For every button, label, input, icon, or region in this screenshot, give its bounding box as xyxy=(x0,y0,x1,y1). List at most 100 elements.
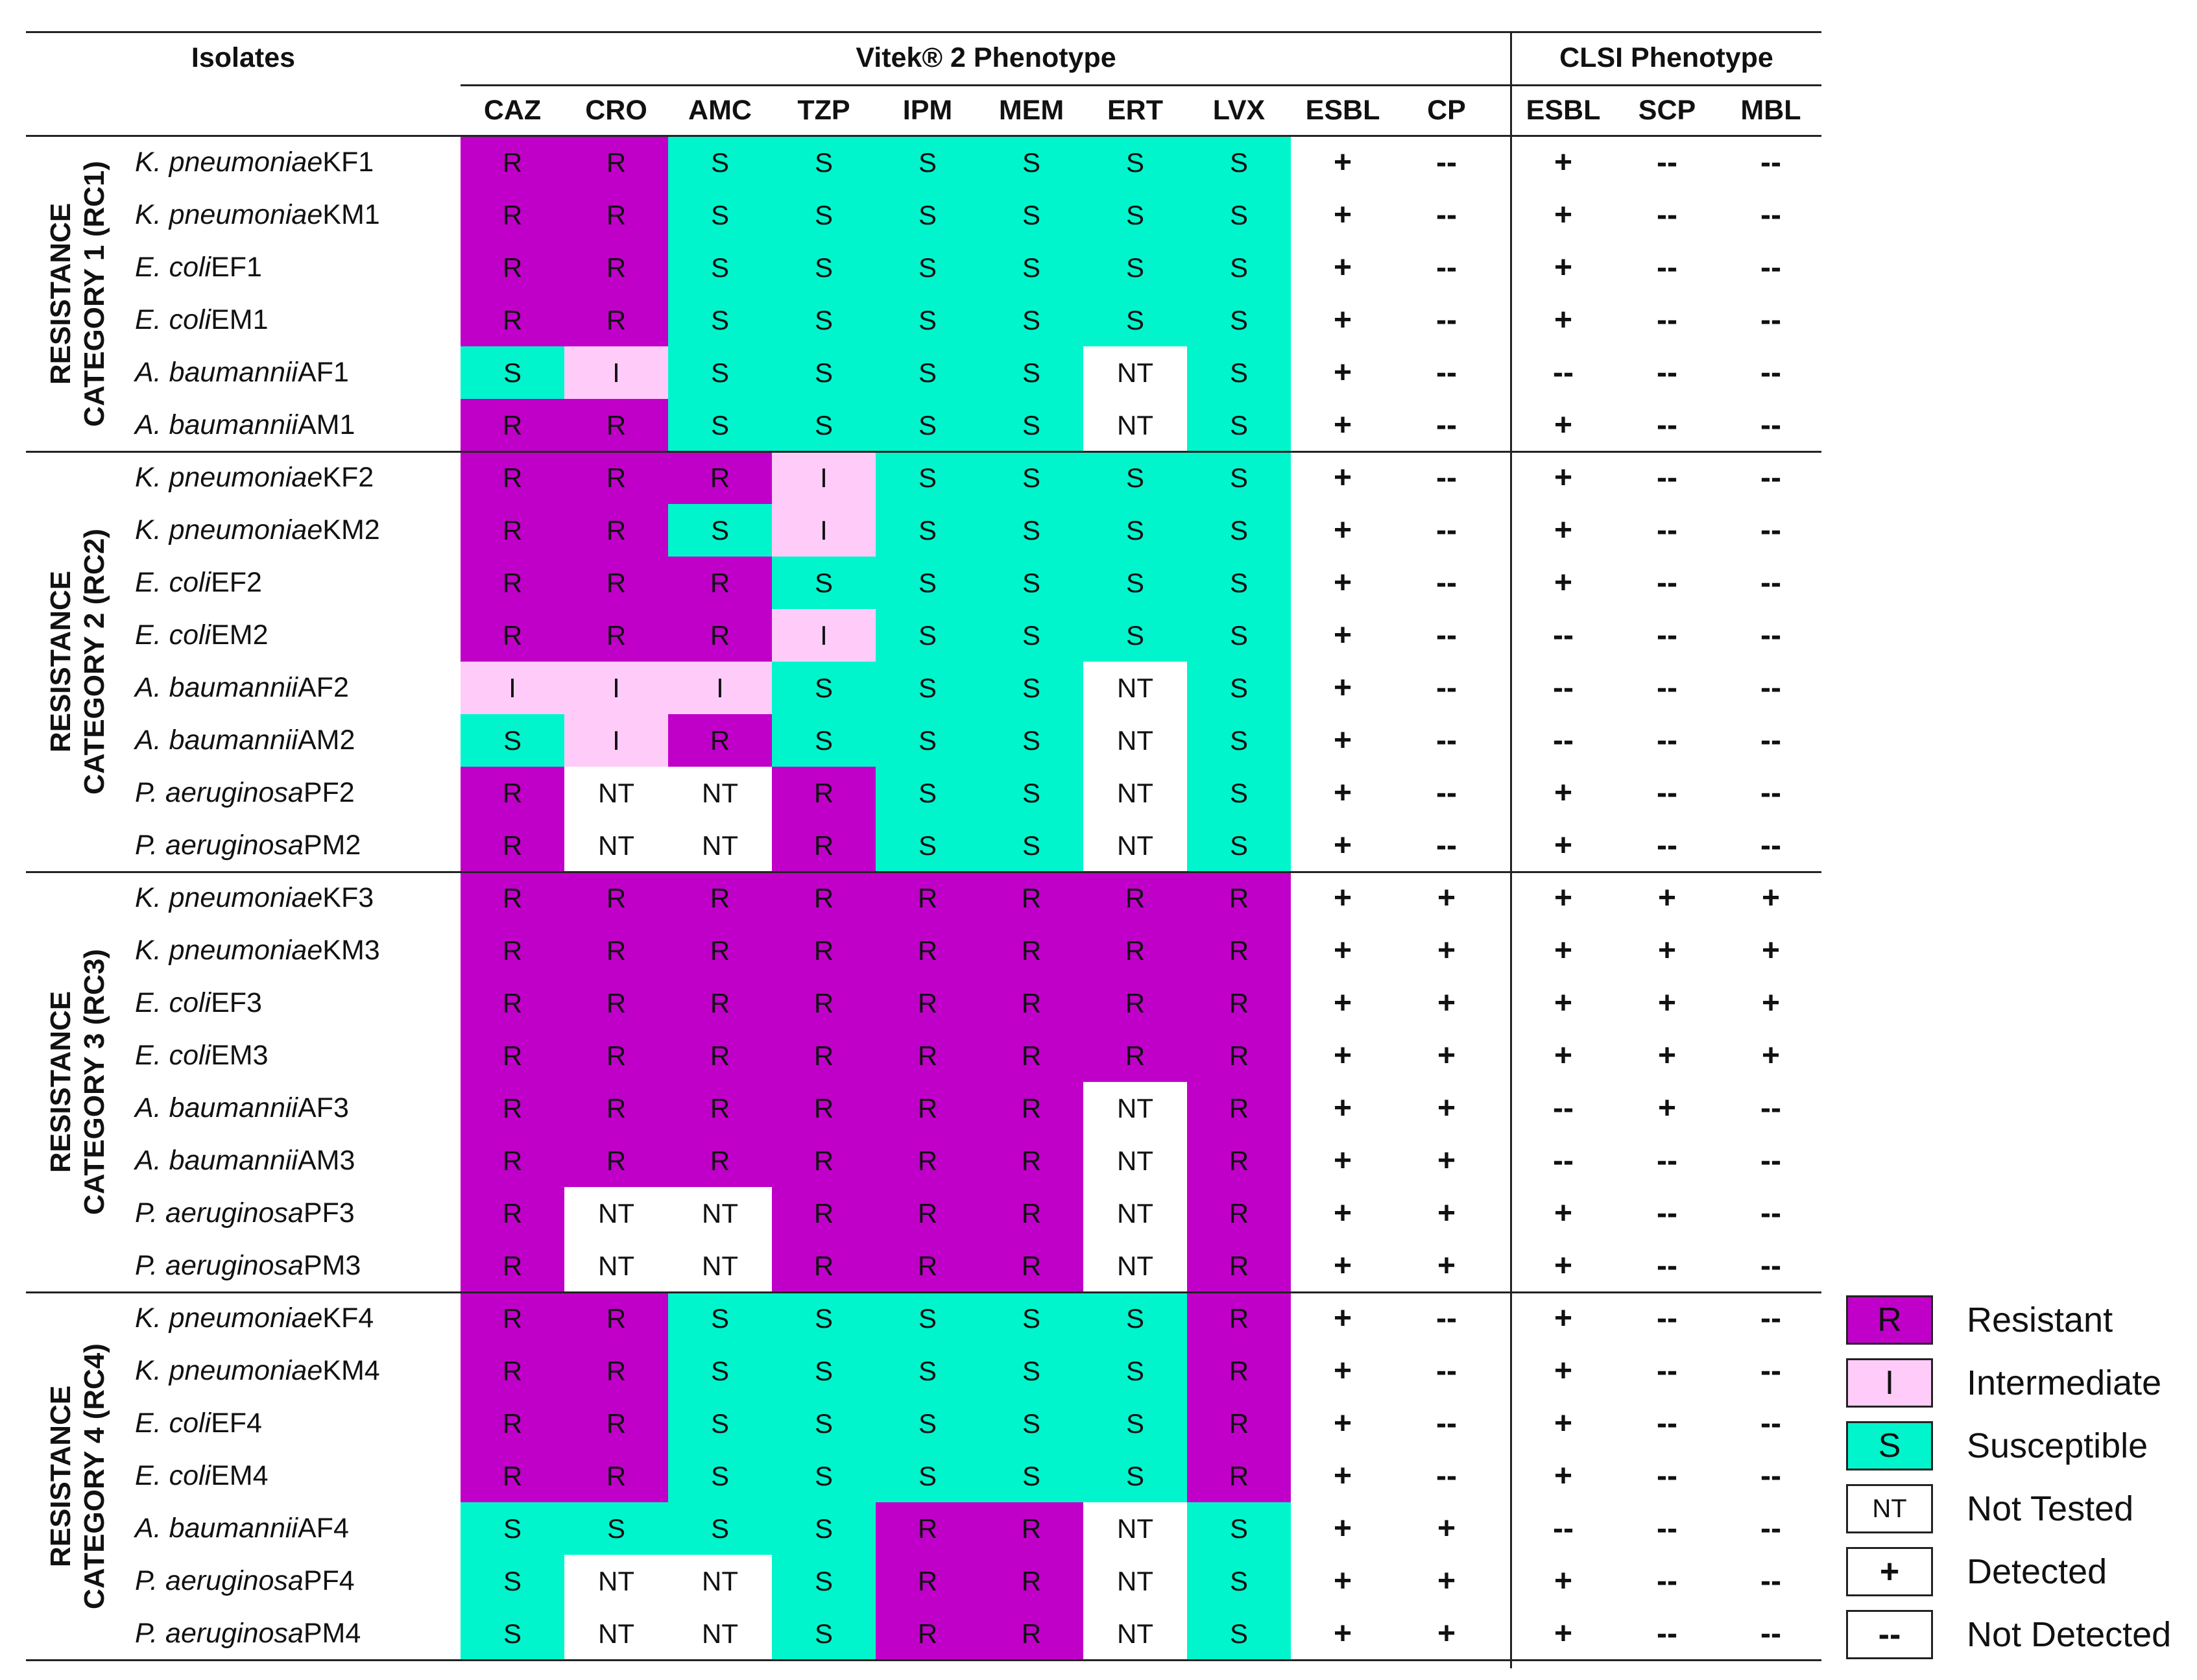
rule-top xyxy=(26,31,1821,33)
column-header-tzp: TZP xyxy=(797,94,850,126)
vitek-cell-tzp: S xyxy=(772,241,876,294)
legend-label-i: Intermediate xyxy=(1967,1363,2162,1402)
vitek-cell-cro: R xyxy=(564,924,668,977)
detection-cell-scp: -- xyxy=(1657,408,1677,442)
isolate-species: K. pneumoniae xyxy=(135,935,323,966)
vitek-cell-lvx: R xyxy=(1187,1240,1291,1292)
vitek-cell-amc: S xyxy=(668,504,772,557)
detection-cell-mbl: -- xyxy=(1760,723,1781,758)
vitek-cell-tzp: S xyxy=(772,1345,876,1397)
detection-cell-esbl: + xyxy=(1554,1616,1573,1651)
vitek-cell-mem: R xyxy=(979,1029,1083,1082)
header-vitek-phenotype: Vitek® 2 Phenotype xyxy=(856,42,1116,73)
vitek-cell-lvx: S xyxy=(1187,1607,1291,1660)
vitek-cell-cro: NT xyxy=(564,819,668,872)
vitek-cell-ert: R xyxy=(1083,1029,1187,1082)
vitek-cell-caz: I xyxy=(461,662,564,714)
detection-cell-mbl: -- xyxy=(1760,1511,1781,1546)
vitek-cell-caz: R xyxy=(461,1292,564,1345)
detection-cell-esbl: + xyxy=(1554,1564,1573,1598)
vitek-cell-ipm: S xyxy=(876,346,979,399)
vitek-cell-amc: NT xyxy=(668,767,772,819)
vitek-cell-ert: S xyxy=(1083,1345,1187,1397)
vitek-cell-ipm: R xyxy=(876,1082,979,1134)
vitek-cell-cro: I xyxy=(564,662,668,714)
table-row: E. coli EM1 R R S S S S S S + -- + -- -- xyxy=(26,294,1821,346)
detection-cell-scp: -- xyxy=(1657,776,1677,810)
detection-cell-esbl: + xyxy=(1333,250,1352,285)
vitek-cell-caz: R xyxy=(461,557,564,609)
isolate-id: EM1 xyxy=(211,304,269,335)
isolate-id: PM2 xyxy=(303,830,361,861)
detection-cell-mbl: -- xyxy=(1760,1616,1781,1651)
detection-cell-esbl: + xyxy=(1554,461,1573,495)
vitek-cell-cro: S xyxy=(564,1502,668,1555)
detection-cell-mbl: -- xyxy=(1760,776,1781,810)
detection-cell-mbl: -- xyxy=(1760,1406,1781,1441)
vitek-cell-ipm: S xyxy=(876,136,979,189)
detection-cell-scp: -- xyxy=(1657,1459,1677,1493)
isolate-species: K. pneumoniae xyxy=(135,147,323,178)
table-row: K. pneumoniae KF4 R R S S S S S R + -- + -- -- xyxy=(26,1292,1821,1345)
vitek-cell-ipm: S xyxy=(876,189,979,241)
vitek-cell-mem: R xyxy=(979,1134,1083,1187)
vitek-cell-cro: R xyxy=(564,1029,668,1082)
vitek-cell-amc: S xyxy=(668,346,772,399)
detection-cell-mbl: -- xyxy=(1760,566,1781,600)
detection-cell-esbl: + xyxy=(1554,408,1573,442)
isolate-name: K. pneumoniae KM1 xyxy=(135,189,459,241)
vitek-cell-lvx: S xyxy=(1187,241,1291,294)
isolate-id: AM3 xyxy=(298,1145,355,1176)
isolate-species: A. baumannii xyxy=(135,409,298,440)
isolate-species: A. baumannii xyxy=(135,1145,298,1176)
legend-label-detected: Detected xyxy=(1967,1552,2107,1591)
detection-cell-esbl: + xyxy=(1333,198,1352,232)
vitek-cell-caz: R xyxy=(461,399,564,451)
vitek-cell-tzp: S xyxy=(772,1397,876,1450)
table-row: E. coli EF1 R R S S S S S S + -- + -- -- xyxy=(26,241,1821,294)
vitek-cell-ipm: S xyxy=(876,557,979,609)
vitek-cell-mem: S xyxy=(979,136,1083,189)
vitek-cell-mem: S xyxy=(979,294,1083,346)
detection-cell-cp: + xyxy=(1437,1616,1456,1651)
detection-cell-scp: + xyxy=(1657,986,1677,1020)
detection-cell-mbl: -- xyxy=(1760,1354,1781,1388)
detection-cell-esbl: + xyxy=(1333,1196,1352,1230)
detection-cell-esbl: -- xyxy=(1553,723,1574,758)
detection-cell-esbl: + xyxy=(1554,828,1573,863)
detection-cell-scp: -- xyxy=(1657,355,1677,390)
vitek-cell-ipm: S xyxy=(876,714,979,767)
rule-category-4 xyxy=(26,1659,1821,1661)
detection-cell-scp: -- xyxy=(1657,198,1677,232)
detection-cell-scp: + xyxy=(1657,881,1677,915)
detection-cell-esbl: + xyxy=(1554,881,1573,915)
vitek-cell-amc: NT xyxy=(668,1555,772,1607)
detection-cell-esbl: + xyxy=(1554,933,1573,968)
vitek-cell-tzp: R xyxy=(772,1082,876,1134)
header-clsi-phenotype: CLSI Phenotype xyxy=(1559,42,1773,73)
detection-cell-scp: -- xyxy=(1657,828,1677,863)
vitek-cell-mem: S xyxy=(979,241,1083,294)
isolate-id: KF2 xyxy=(322,462,374,493)
vitek-cell-caz: R xyxy=(461,1082,564,1134)
legend-swatch-s: S xyxy=(1846,1421,1933,1470)
isolate-name: A. baumannii AM3 xyxy=(135,1134,459,1187)
vitek-cell-mem: R xyxy=(979,1555,1083,1607)
vitek-cell-caz: R xyxy=(461,924,564,977)
isolate-species: A. baumannii xyxy=(135,1513,298,1544)
isolate-name: A. baumannii AM1 xyxy=(135,399,459,451)
isolate-id: KF3 xyxy=(322,882,374,913)
vitek-cell-ert: S xyxy=(1083,294,1187,346)
vitek-cell-cro: NT xyxy=(564,1187,668,1240)
vitek-cell-caz: R xyxy=(461,1029,564,1082)
detection-cell-mbl: -- xyxy=(1760,1564,1781,1598)
vitek-cell-ipm: S xyxy=(876,241,979,294)
legend-label-s: Susceptible xyxy=(1967,1426,2148,1465)
vitek-cell-lvx: S xyxy=(1187,714,1291,767)
vitek-cell-ipm: S xyxy=(876,1450,979,1502)
table-row: A. baumannii AM2 S I R S S S NT S + -- -- -- -- xyxy=(26,714,1821,767)
vitek-cell-caz: R xyxy=(461,294,564,346)
vitek-cell-ert: NT xyxy=(1083,1607,1187,1660)
detection-cell-esbl: + xyxy=(1554,145,1573,180)
vitek-cell-ert: NT xyxy=(1083,819,1187,872)
